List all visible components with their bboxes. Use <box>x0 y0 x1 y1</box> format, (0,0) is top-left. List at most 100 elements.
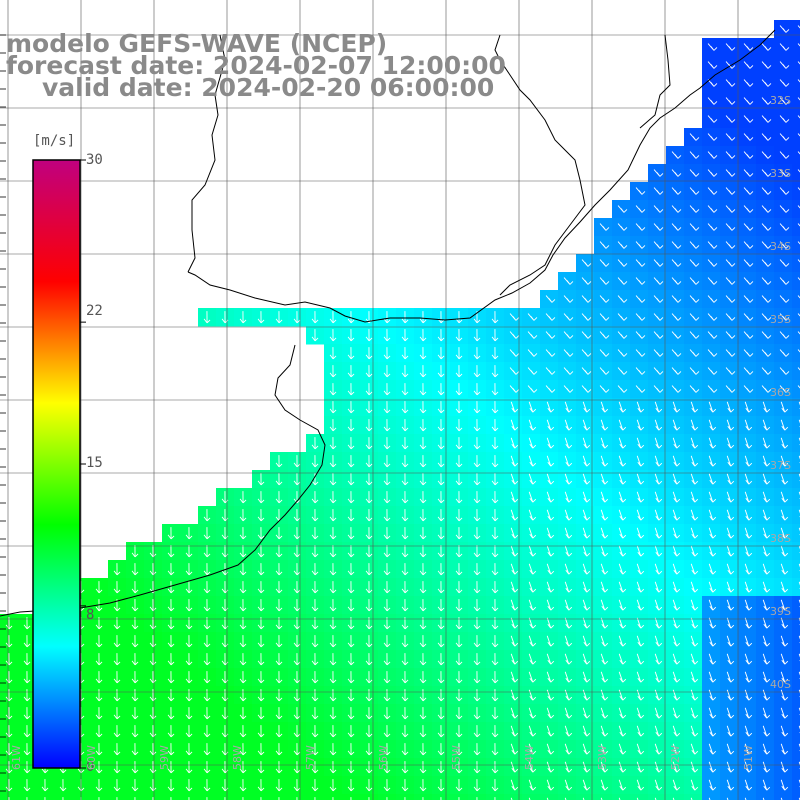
wind-arrow <box>762 635 771 647</box>
wind-arrow <box>329 707 337 720</box>
wind-arrow <box>494 797 496 800</box>
wind-arrow <box>599 385 610 393</box>
wind-arrow <box>221 599 229 612</box>
wind-cell <box>144 794 163 800</box>
lon-label: 53W <box>596 745 609 770</box>
wind-arrow <box>401 383 409 396</box>
wind-arrow <box>437 581 445 594</box>
wind-arrow <box>203 689 211 702</box>
wind-arrow <box>726 545 735 557</box>
wind-arrow <box>113 581 121 594</box>
wind-arrow <box>653 385 664 393</box>
wind-arrow <box>455 563 463 576</box>
wind-arrow <box>368 797 370 800</box>
wind-arrow <box>509 349 520 357</box>
wind-arrow <box>708 509 717 521</box>
wind-arrow <box>780 527 789 539</box>
wind-arrow <box>510 653 519 665</box>
wind-arrow <box>780 455 789 467</box>
wind-arrow <box>671 205 682 213</box>
wind-cell <box>792 470 800 489</box>
wind-arrow <box>779 367 790 375</box>
wind-arrow <box>383 635 391 648</box>
wind-arrow <box>437 545 445 558</box>
wind-arrow <box>744 437 753 449</box>
wind-arrow <box>473 581 481 594</box>
wind-arrow <box>546 581 555 593</box>
wind-arrow <box>744 761 753 773</box>
coastline-north-border <box>187 34 226 273</box>
wind-arrow <box>779 79 790 87</box>
wind-arrow <box>707 367 718 375</box>
wind-arrow <box>654 473 663 485</box>
coastline-main <box>187 29 776 323</box>
wind-arrow <box>329 545 337 558</box>
wind-cell <box>36 794 55 800</box>
wind-arrow <box>185 743 193 756</box>
wind-arrow <box>347 563 355 576</box>
wind-arrow <box>113 707 121 720</box>
wind-arrow <box>95 707 103 720</box>
wind-arrow <box>618 473 627 485</box>
wind-arrow <box>743 43 754 51</box>
wind-arrow <box>600 437 609 449</box>
wind-arrow <box>654 743 663 755</box>
coastline-river-east <box>494 34 586 296</box>
wind-arrow <box>725 259 736 267</box>
wind-arrow <box>582 563 591 575</box>
wind-arrow <box>347 689 355 702</box>
wind-arrow <box>564 455 573 467</box>
wind-arrow <box>672 581 681 593</box>
wind-arrow <box>726 617 735 629</box>
wind-arrow <box>600 419 609 431</box>
wind-arrow <box>761 313 772 321</box>
wind-arrow <box>419 725 427 738</box>
wind-arrow <box>528 419 537 431</box>
wind-arrow <box>275 455 283 468</box>
wind-arrow <box>600 743 609 755</box>
wind-arrow <box>617 295 628 303</box>
wind-cell <box>792 38 800 57</box>
wind-arrow <box>221 491 229 504</box>
wind-arrow <box>23 653 31 666</box>
wind-arrow <box>311 329 319 342</box>
wind-arrow <box>707 187 718 195</box>
wind-arrow <box>347 383 355 396</box>
wind-arrow <box>203 671 211 684</box>
wind-arrow <box>564 491 573 503</box>
wind-arrow <box>762 527 771 539</box>
wind-arrow <box>419 707 427 720</box>
wind-arrow <box>546 491 555 503</box>
wind-arrow <box>761 367 772 375</box>
wind-arrow <box>761 385 772 393</box>
wind-cell <box>54 794 73 800</box>
wind-arrow <box>383 365 391 378</box>
wind-arrow <box>185 653 193 666</box>
wind-arrow <box>383 347 391 360</box>
wind-arrow <box>510 545 519 557</box>
wind-arrow <box>239 761 247 774</box>
wind-cell <box>594 794 613 800</box>
wind-arrow <box>564 473 573 485</box>
wind-arrow <box>564 635 573 647</box>
wind-arrow <box>131 653 139 666</box>
wind-arrow <box>743 133 754 141</box>
wind-arrow <box>185 527 193 540</box>
wind-arrow <box>581 349 592 357</box>
wind-arrow <box>365 599 373 612</box>
wind-arrow <box>239 581 247 594</box>
wind-arrow <box>149 635 157 648</box>
wind-arrow <box>455 653 463 666</box>
wind-arrow <box>744 473 753 485</box>
wind-arrow <box>744 779 753 791</box>
wind-arrow <box>564 545 573 557</box>
wind-arrow <box>365 491 373 504</box>
wind-arrow <box>203 725 211 738</box>
wind-arrow <box>332 797 334 800</box>
wind-arrow <box>275 527 283 540</box>
wind-cell <box>612 794 631 800</box>
wind-arrow <box>528 455 537 467</box>
wind-arrow <box>365 707 373 720</box>
wind-arrow <box>401 347 409 360</box>
